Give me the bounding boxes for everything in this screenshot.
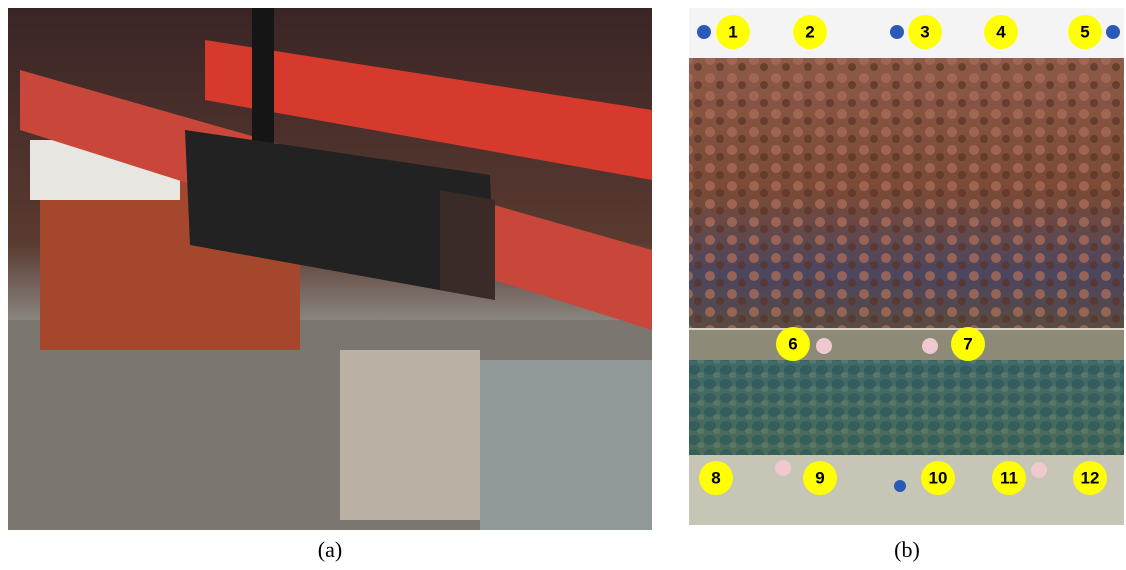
marker-number: 12: [1081, 469, 1100, 488]
marker-number: 9: [815, 469, 824, 488]
marker-number: 7: [963, 335, 972, 354]
marker-number: 3: [920, 23, 929, 42]
marker-number: 11: [1000, 469, 1018, 488]
marker-number: 4: [996, 23, 1006, 42]
photo-b: [689, 8, 1124, 525]
marker-number: 1: [728, 23, 737, 42]
marker-number: 8: [711, 469, 720, 488]
photo-a: [8, 8, 652, 530]
marker-number: 10: [929, 469, 948, 488]
panel-label: (a): [318, 537, 342, 562]
marker-number: 2: [805, 23, 814, 42]
marker-number: 5: [1080, 23, 1089, 42]
marker-number: 6: [788, 335, 797, 354]
panel-label: (b): [894, 537, 920, 562]
figure: 123456789101112 (a) (b): [0, 0, 1126, 570]
